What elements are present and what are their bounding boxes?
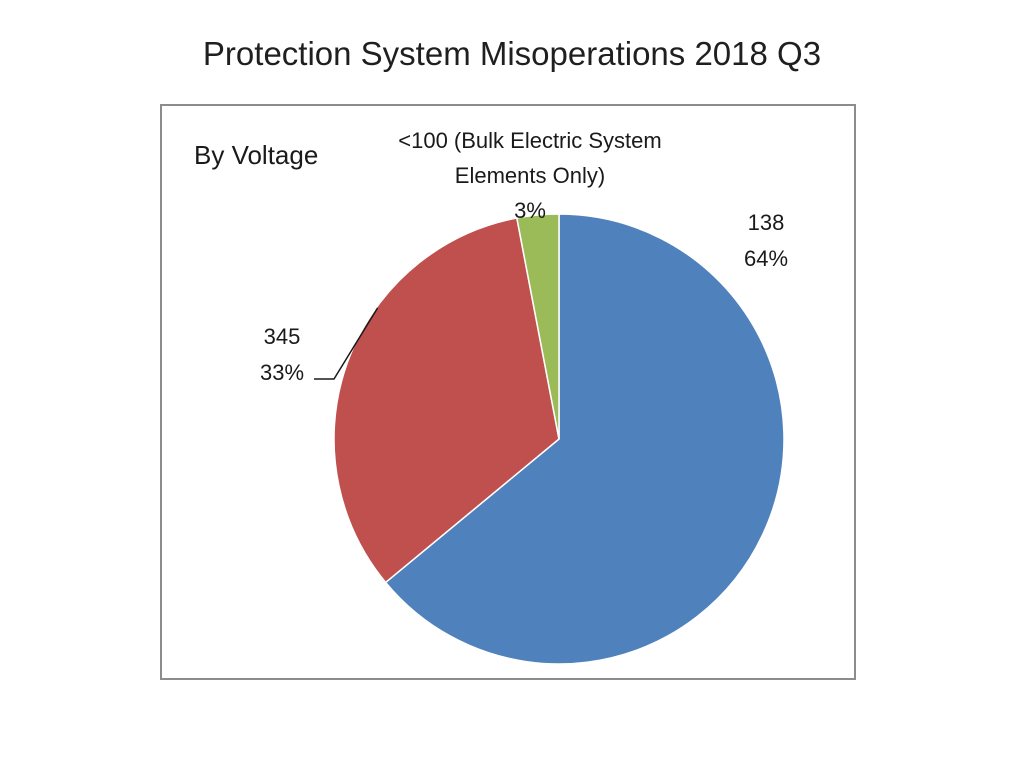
slide-title: Protection System Misoperations 2018 Q3 (202, 35, 822, 72)
label-138: 138 64% (744, 210, 788, 271)
label-lt100: <100 (Bulk Electric System Elements Only)… (398, 128, 661, 223)
pie-chart: By Voltage 138 64% 345 33% <100 (Bulk Electr… (194, 128, 788, 665)
label-345: 345 33% (260, 324, 304, 385)
slice-138 (384, 213, 785, 665)
pie-slices (333, 213, 785, 665)
chart-subtitle: By Voltage (194, 140, 318, 170)
label-345-leader-line (314, 307, 379, 380)
pie-labels: 138 64% 345 33% <100 (Bulk Electric System El… (260, 128, 788, 385)
slice-345 (333, 217, 560, 584)
slice-lt100 (515, 213, 560, 440)
chart-frame: By Voltage 138 64% 345 33% <100 (Bulk Electr… (160, 104, 856, 680)
